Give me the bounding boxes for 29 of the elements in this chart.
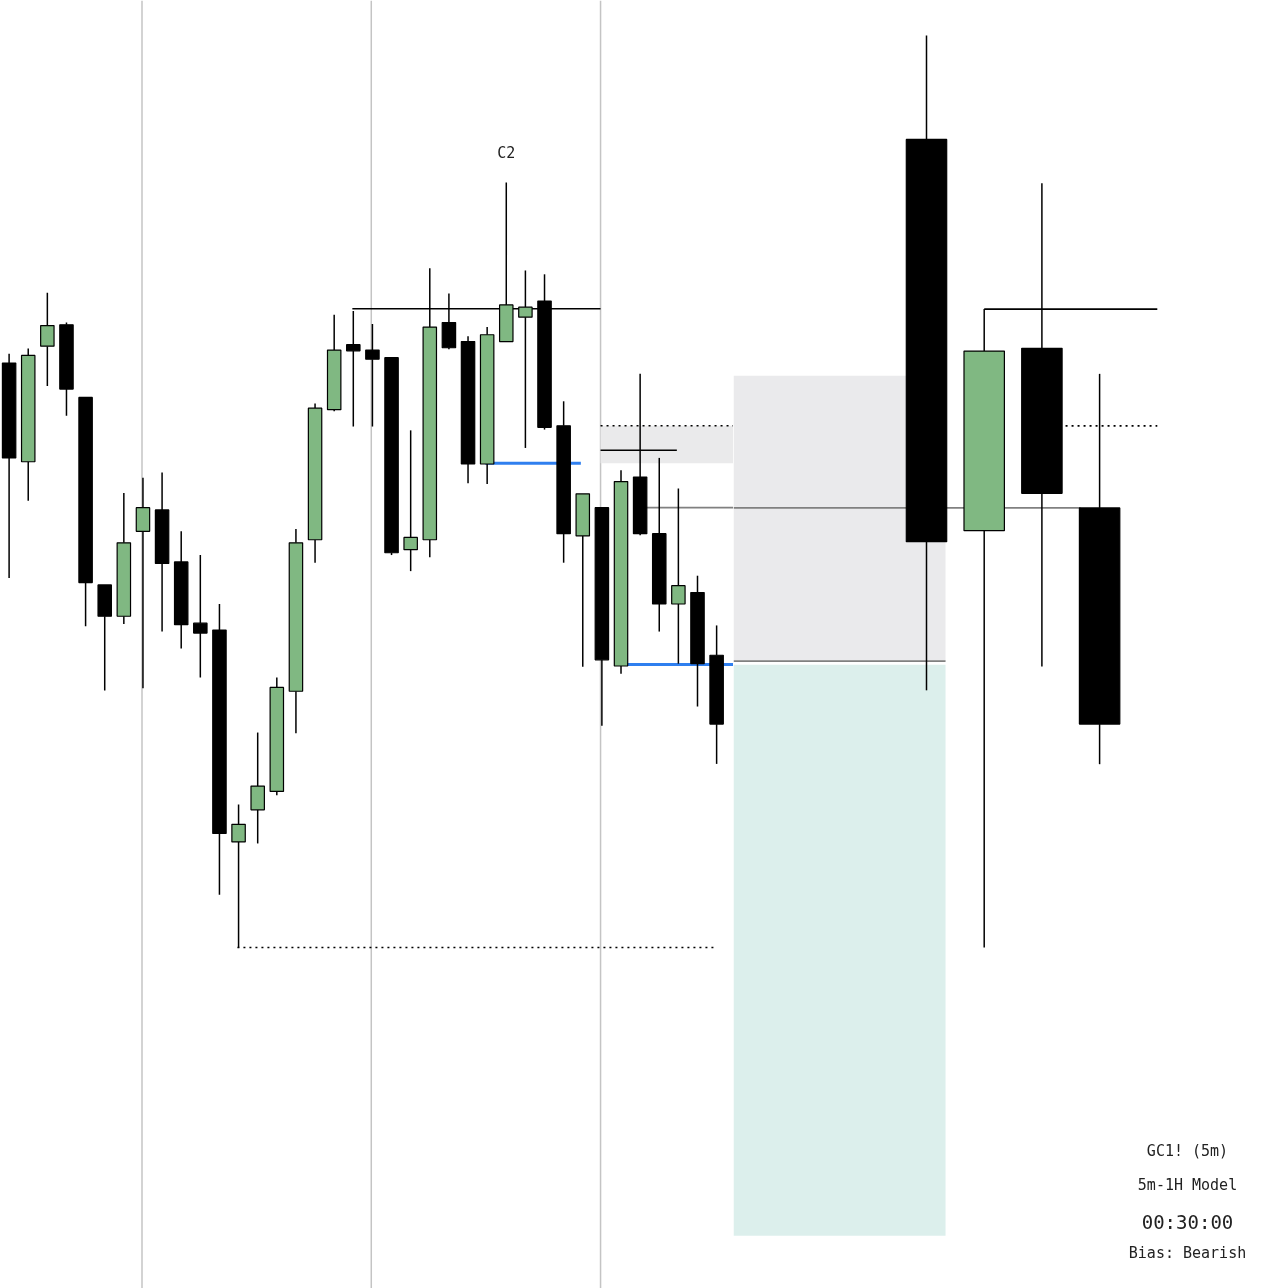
candlestick [1, 353, 17, 579]
candlestick [671, 487, 686, 665]
candlestick [307, 402, 323, 564]
candlestick [651, 457, 667, 633]
candlestick [460, 335, 476, 484]
candlestick [288, 528, 304, 735]
candlestick [135, 477, 151, 689]
candlestick [116, 492, 132, 625]
candlestick [212, 603, 227, 896]
candlestick [154, 471, 170, 633]
candlestick [326, 314, 342, 412]
candlestick [403, 429, 418, 572]
candlestick [173, 530, 189, 650]
candlestick [479, 326, 495, 485]
text: 00:30:00 [1141, 1210, 1234, 1233]
candlestick [20, 347, 36, 502]
candlestick [905, 34, 948, 692]
text: 5m-1H Model [1137, 1175, 1238, 1194]
candlestick [613, 469, 629, 675]
text: Bias: Bearish [1128, 1243, 1247, 1262]
candlestick [269, 676, 285, 797]
candlestick [365, 323, 380, 428]
text: GC1! (5m) [1146, 1141, 1229, 1160]
candlestick [40, 291, 55, 387]
text: C2 [497, 143, 516, 162]
candlestick [193, 554, 208, 679]
candlestick [709, 624, 724, 765]
candlestick [556, 400, 571, 564]
candlestick [250, 731, 265, 845]
